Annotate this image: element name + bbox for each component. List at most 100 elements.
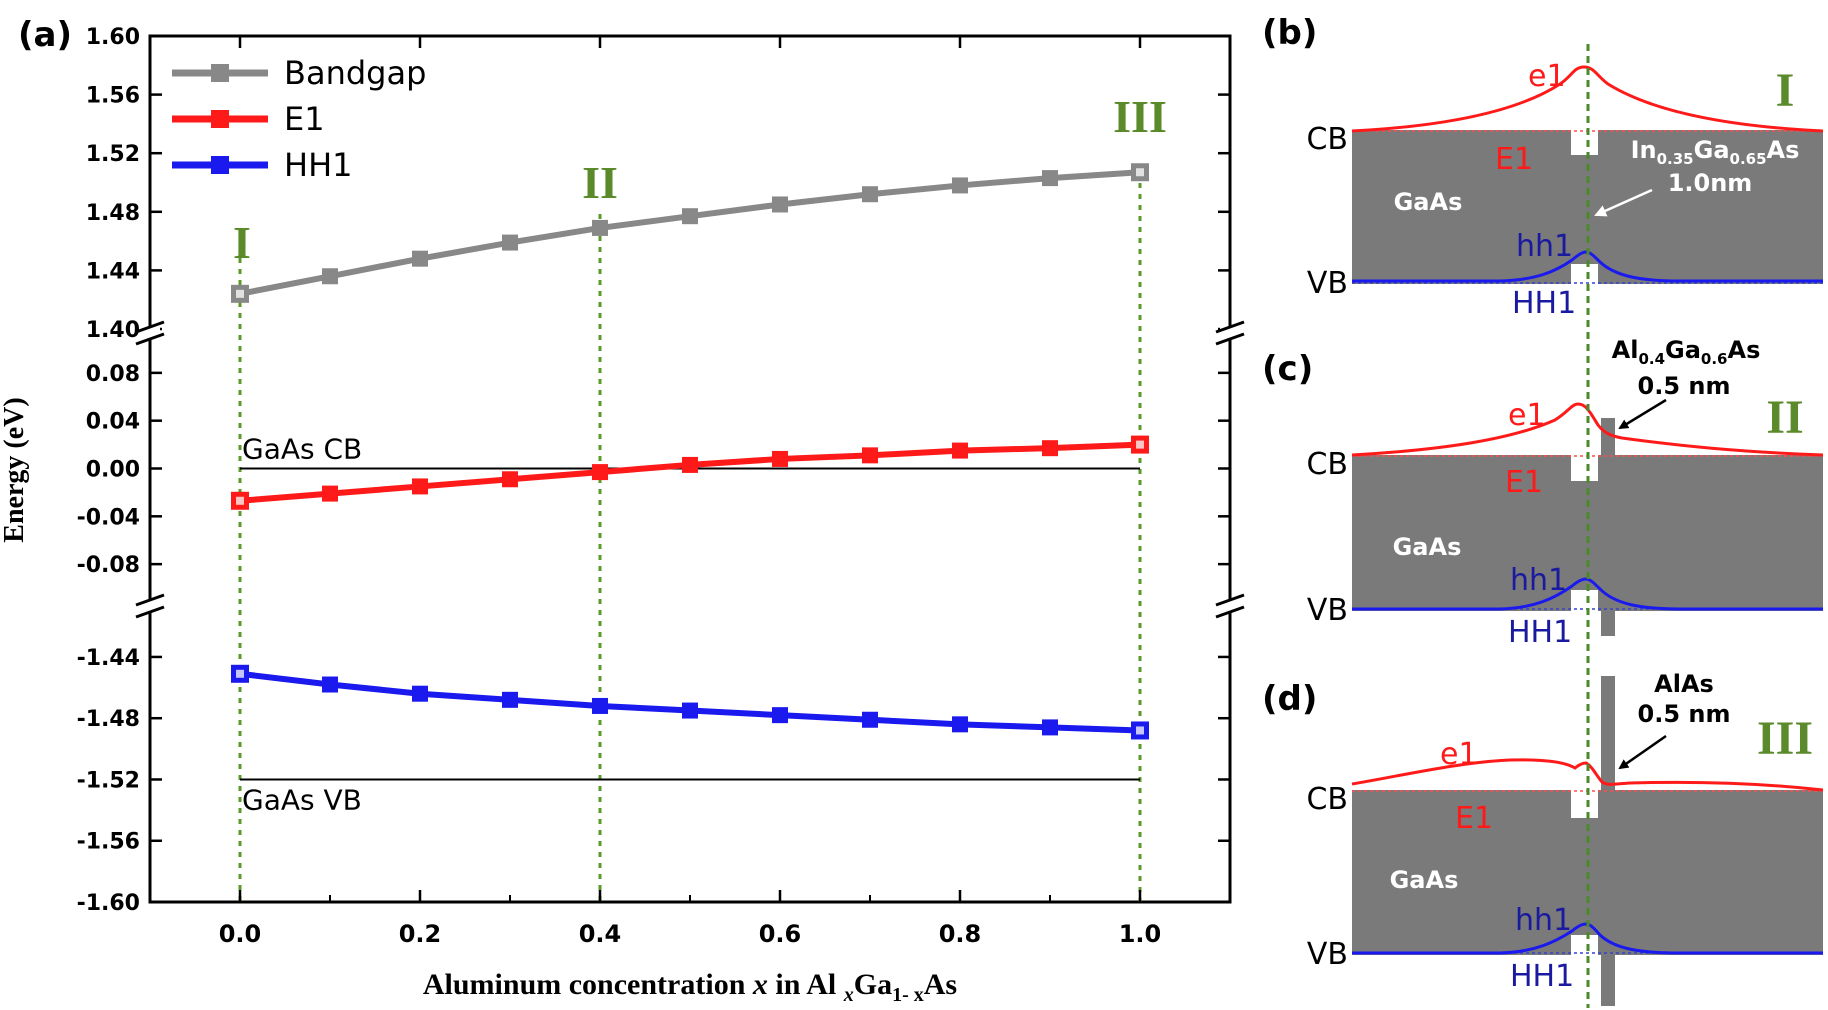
thickness-label-d: 0.5 nm: [1638, 700, 1731, 728]
hh1-label-d: hh1: [1515, 903, 1572, 938]
y-tick-label: 0.04: [86, 410, 140, 435]
reference-label: GaAs VB: [242, 783, 362, 816]
x-tick-label: 1.0: [1119, 920, 1162, 948]
data-point-hh1: [682, 702, 698, 719]
x-tick-label: 0.8: [939, 920, 982, 948]
material-label-b: GaAs: [1394, 188, 1463, 216]
panel-label-c: (c): [1262, 349, 1313, 389]
barrier-c: [1601, 418, 1615, 636]
data-point-bandgap: [502, 234, 518, 251]
data-point-bandgap: [772, 196, 788, 213]
roman-label-d: III: [1757, 712, 1813, 765]
data-point-e1: [502, 471, 518, 488]
layer-label-c: Al0.4Ga0.6As: [1612, 336, 1761, 368]
data-point-bandgap: [1042, 170, 1058, 187]
y-tick-label: -1.48: [77, 707, 140, 732]
y-tick-label: 0.08: [86, 362, 140, 387]
data-point-highlight: [236, 669, 244, 678]
vb-label-c: VB: [1307, 593, 1348, 628]
y-tick-label: -0.04: [77, 505, 140, 530]
data-point-bandgap: [592, 219, 608, 236]
layer-label-b: In0.35Ga0.65As: [1631, 136, 1800, 168]
roman-label-I: I: [233, 217, 251, 268]
chart-series: [231, 163, 1149, 740]
axis-break-mark: [1215, 320, 1245, 334]
E1-label-c: E1: [1505, 465, 1543, 500]
legend: Bandgap E1 HH1: [172, 54, 426, 184]
x-axis-label: Aluminum concentration x in Al xGa1- xAs: [423, 968, 957, 1006]
diagram-d: (d) CB VB e1 E1 hh1 HH1 GaAs AlAs 0.5 nm…: [1262, 670, 1824, 1006]
y-tick-label: 0.00: [86, 458, 140, 483]
E1-label-d: E1: [1455, 801, 1493, 836]
x-tick-label: 0.2: [399, 920, 442, 948]
legend-label-hh1: HH1: [284, 146, 352, 184]
layer-arrow-b: [1594, 188, 1653, 217]
data-point-bandgap: [322, 268, 338, 285]
chart-axes: 1.40 1.44 1.48 1.52 1.56 1.60 -0.08 -0.04 0.00 0.…: [77, 25, 1245, 948]
layer-label-d: AlAs: [1654, 670, 1714, 698]
panel-label-d: (d): [1262, 679, 1317, 719]
thickness-label-c: 0.5 nm: [1638, 372, 1731, 400]
axis-break-mark: [1215, 332, 1245, 346]
y-tick-label: 1.56: [86, 84, 140, 109]
y-axis-label: Energy (eV): [0, 397, 30, 542]
data-point-highlight: [1136, 168, 1144, 177]
data-point-highlight: [1136, 726, 1144, 735]
HH1-label-d: HH1: [1510, 959, 1574, 994]
panel-label-a: (a): [18, 15, 72, 55]
data-point-hh1: [412, 685, 428, 702]
x-tick-label: 0.6: [759, 920, 802, 948]
series-line-hh1: [239, 670, 1141, 734]
data-point-highlight: [1136, 440, 1144, 449]
data-point-e1: [1042, 440, 1058, 457]
data-point-hh1: [772, 707, 788, 724]
hh1-wavefunction-c: [1352, 577, 1823, 611]
axis-break-mark: [135, 593, 165, 607]
data-point-bandgap: [412, 250, 428, 267]
HH1-label-b: HH1: [1512, 286, 1576, 321]
data-point-e1: [772, 450, 788, 467]
thickness-label-b: 1.0nm: [1668, 169, 1753, 197]
E1-label-b: E1: [1495, 142, 1533, 177]
y-tick-label: 1.60: [86, 25, 140, 50]
well-block-c: [1352, 455, 1823, 611]
series-line-bandgap: [239, 169, 1141, 297]
data-point-highlight: [236, 289, 244, 298]
cb-label-c: CB: [1306, 447, 1348, 482]
x-tick-label: 0.0: [219, 920, 262, 948]
e1-wavefunction-b: [1351, 65, 1824, 133]
data-point-e1: [412, 478, 428, 495]
e1-wavefunction-d: [1351, 758, 1824, 792]
roman-label-b: I: [1776, 64, 1795, 117]
data-point-e1: [682, 456, 698, 473]
data-point-hh1: [592, 697, 608, 714]
diagram-c: (c) CB VB e1 E1 hh1 HH1 GaAs Al0.4Ga0.6A…: [1262, 336, 1824, 650]
data-point-hh1: [502, 691, 518, 708]
y-tick-label: 1.44: [86, 259, 140, 284]
x-tick-label: 0.4: [579, 920, 622, 948]
roman-label-III: III: [1113, 91, 1167, 142]
data-point-hh1: [1042, 719, 1058, 736]
legend-marker-bandgap: [211, 64, 229, 82]
hh1-wavefunction-d: [1352, 922, 1823, 955]
y-tick-label: -0.08: [77, 553, 140, 578]
hh1-wavefunction-b: [1352, 250, 1823, 283]
roman-label-c: II: [1766, 391, 1803, 444]
e1-label-b: e1: [1528, 59, 1566, 94]
y-tick-label: -1.52: [77, 768, 140, 793]
barrier-d: [1601, 676, 1615, 1006]
data-point-e1: [592, 464, 608, 481]
y-tick-label: -1.56: [77, 830, 140, 855]
data-point-highlight: [236, 496, 244, 505]
legend-marker-hh1: [211, 156, 229, 174]
e1-label-d: e1: [1440, 737, 1478, 772]
data-point-hh1: [322, 676, 338, 693]
legend-label-e1: E1: [284, 100, 325, 138]
axis-break-mark: [135, 605, 165, 619]
y-tick-label: -1.60: [77, 891, 140, 916]
data-point-e1: [322, 485, 338, 502]
y-tick-label: 1.52: [86, 142, 140, 167]
HH1-label-c: HH1: [1508, 615, 1572, 650]
